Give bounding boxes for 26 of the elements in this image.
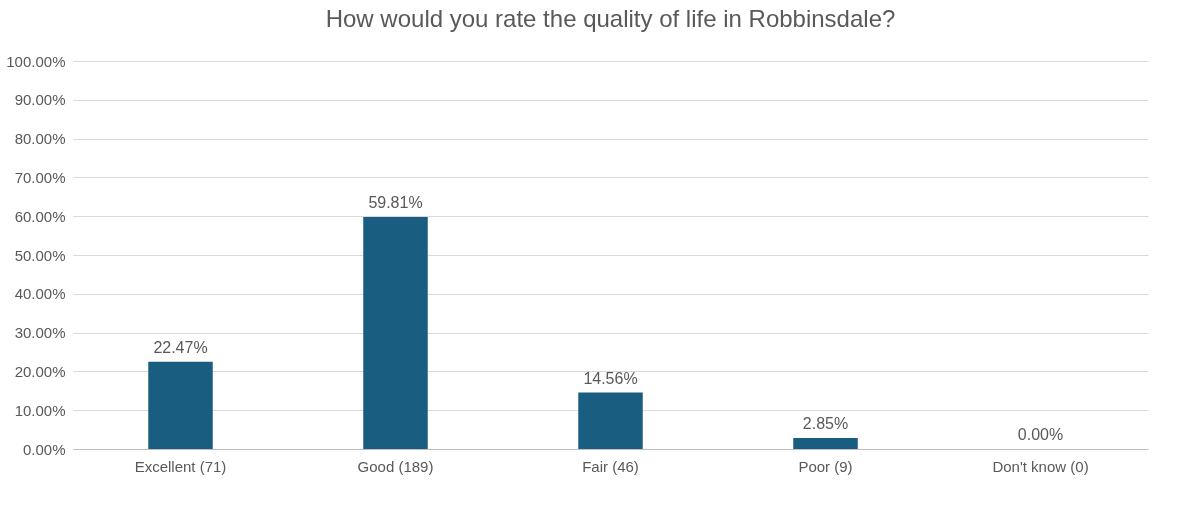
bar (578, 392, 643, 449)
y-tick-label: 40.00% (14, 285, 66, 303)
y-tick-label: 0.00% (22, 440, 66, 458)
data-label: 2.85% (802, 414, 849, 432)
data-label: 0.00% (1017, 426, 1064, 443)
data-label: 14.56% (583, 369, 638, 387)
x-tick-label: Good (189) (357, 457, 434, 475)
x-tick-label: Excellent (71) (134, 457, 227, 475)
bar (793, 437, 858, 449)
x-tick-label: Fair (46) (582, 457, 639, 475)
y-tick-label: 20.00% (14, 362, 66, 380)
y-tick-label: 60.00% (14, 207, 66, 225)
y-tick-label: 100.00% (6, 52, 66, 70)
y-tick-label: 50.00% (14, 246, 66, 264)
bar (363, 216, 428, 449)
x-tick-label: Poor (9) (798, 457, 853, 475)
data-label: 22.47% (153, 338, 208, 356)
y-tick-label: 80.00% (14, 130, 66, 148)
y-tick-label: 90.00% (14, 91, 66, 109)
y-tick-label: 10.00% (14, 401, 66, 419)
x-tick-label: Don't know (0) (992, 457, 1089, 475)
bar (148, 361, 213, 449)
y-tick-label: 30.00% (14, 324, 66, 342)
y-tick-label: 70.00% (14, 168, 66, 186)
chart-title: How would you rate the quality of life in Robbinsdale? (325, 5, 896, 32)
data-label: 59.81% (368, 193, 423, 211)
